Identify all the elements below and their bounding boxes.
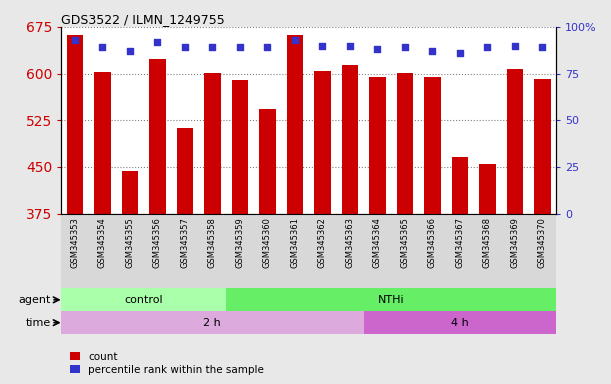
Point <box>318 43 327 49</box>
Point <box>180 45 189 51</box>
Point <box>98 45 108 51</box>
Bar <box>424 77 441 214</box>
Text: GSM345364: GSM345364 <box>373 217 382 268</box>
Point <box>125 48 134 54</box>
Point <box>482 45 492 51</box>
Text: GSM345353: GSM345353 <box>70 217 79 268</box>
Bar <box>61 288 226 311</box>
Point <box>70 37 79 43</box>
Bar <box>232 80 248 214</box>
Text: GSM345367: GSM345367 <box>455 217 464 268</box>
Bar <box>122 171 138 214</box>
Point <box>290 37 300 43</box>
Point <box>235 45 244 51</box>
Bar <box>94 72 111 214</box>
Point <box>345 43 354 49</box>
Text: 2 h: 2 h <box>203 318 221 328</box>
Bar <box>364 311 556 334</box>
Text: GSM345354: GSM345354 <box>98 217 107 268</box>
Text: GSM345358: GSM345358 <box>208 217 217 268</box>
Bar <box>204 73 221 214</box>
Point <box>400 45 409 51</box>
Point <box>538 45 547 51</box>
Bar <box>177 128 193 214</box>
Text: GDS3522 / ILMN_1249755: GDS3522 / ILMN_1249755 <box>61 13 225 26</box>
Legend: count, percentile rank within the sample: count, percentile rank within the sample <box>67 348 268 379</box>
Point <box>510 43 519 49</box>
Text: GSM345355: GSM345355 <box>125 217 134 268</box>
Point <box>455 50 464 56</box>
Text: GSM345365: GSM345365 <box>400 217 409 268</box>
Text: GSM345357: GSM345357 <box>180 217 189 268</box>
Bar <box>452 157 468 214</box>
Bar <box>369 77 386 214</box>
Text: GSM345368: GSM345368 <box>483 217 492 268</box>
Text: agent: agent <box>19 295 51 305</box>
Bar <box>149 59 166 214</box>
Bar <box>67 35 83 214</box>
Bar <box>314 71 331 214</box>
Text: NTHi: NTHi <box>378 295 404 305</box>
Text: GSM345360: GSM345360 <box>263 217 272 268</box>
Bar <box>342 65 358 214</box>
Bar <box>61 311 364 334</box>
Text: GSM345362: GSM345362 <box>318 217 327 268</box>
Text: GSM345369: GSM345369 <box>510 217 519 268</box>
Bar <box>287 35 303 214</box>
Point <box>427 48 437 54</box>
Bar <box>534 79 551 214</box>
Point <box>263 45 273 51</box>
Text: GSM345361: GSM345361 <box>290 217 299 268</box>
Text: 4 h: 4 h <box>451 318 469 328</box>
Point <box>153 39 163 45</box>
Bar <box>226 288 556 311</box>
Text: GSM345356: GSM345356 <box>153 217 162 268</box>
Text: control: control <box>124 295 163 305</box>
Point <box>373 46 382 52</box>
Text: GSM345370: GSM345370 <box>538 217 547 268</box>
Bar <box>397 73 413 214</box>
Bar <box>479 164 496 214</box>
Point <box>207 45 218 51</box>
Text: time: time <box>26 318 51 328</box>
Bar <box>507 69 523 214</box>
Text: GSM345359: GSM345359 <box>235 217 244 268</box>
Bar <box>259 109 276 214</box>
Text: GSM345363: GSM345363 <box>345 217 354 268</box>
Text: GSM345366: GSM345366 <box>428 217 437 268</box>
